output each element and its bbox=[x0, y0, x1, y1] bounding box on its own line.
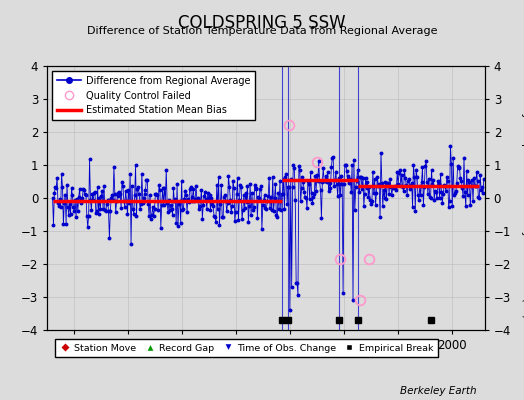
Text: Difference of Station Temperature Data from Regional Average: Difference of Station Temperature Data f… bbox=[87, 26, 437, 36]
Legend: Station Move, Record Gap, Time of Obs. Change, Empirical Break: Station Move, Record Gap, Time of Obs. C… bbox=[54, 339, 438, 357]
Legend: Difference from Regional Average, Quality Control Failed, Estimated Station Mean: Difference from Regional Average, Qualit… bbox=[52, 71, 255, 120]
Text: Berkeley Earth: Berkeley Earth bbox=[400, 386, 477, 396]
Y-axis label: Monthly Temperature Anomaly Difference (°C): Monthly Temperature Anomaly Difference (… bbox=[520, 77, 524, 319]
Text: COLDSPRING 5 SSW: COLDSPRING 5 SSW bbox=[178, 14, 346, 32]
